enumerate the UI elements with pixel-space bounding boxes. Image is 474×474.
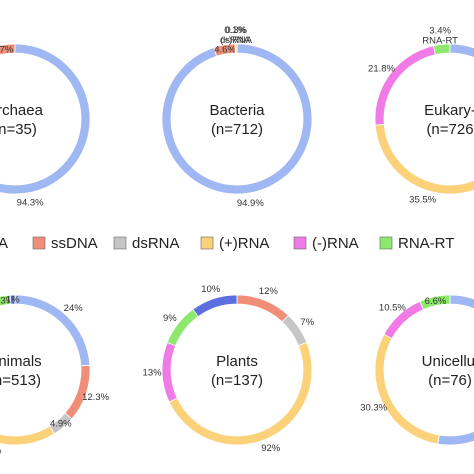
slice-label: 5.7%	[0, 45, 14, 56]
center-label-group: Plants	[216, 353, 258, 370]
slice-sublabel: RNA-RT	[422, 36, 458, 47]
legend-swatch	[113, 236, 127, 250]
slice-dsdna	[0, 43, 91, 195]
legend-swatch	[379, 236, 393, 250]
donut-chart-5: 12% 7% 92% 13% 9% 10% Plants (n=137)	[143, 284, 315, 454]
slice-label: 35.5%	[409, 194, 436, 205]
slice-label: 10.5%	[379, 302, 406, 313]
slice-label: 6.6%	[425, 296, 447, 307]
slice-rnart	[432, 43, 451, 56]
legend-label: dsRNA	[132, 235, 180, 252]
center-label-count: (n=35)	[0, 121, 37, 138]
legend-label: (+)RNA	[219, 235, 269, 252]
slice-negrna	[161, 341, 178, 403]
legend-label: ssDNA	[51, 235, 98, 252]
legend-swatch	[200, 236, 214, 250]
slice-rnart	[419, 294, 451, 311]
slice-label: 13%	[143, 368, 163, 379]
slice-dsdna	[161, 43, 313, 195]
slice-ssdna	[236, 294, 289, 323]
slice-label: 12.3%	[82, 392, 109, 403]
legend-item-dsrna: dsRNA	[113, 235, 180, 252]
legend-item-posrna: (+)RNA	[200, 235, 269, 252]
slice-label: 9%	[163, 313, 177, 324]
center-label-count: (n=137)	[211, 372, 263, 389]
slice-dsdna-rt	[9, 294, 16, 305]
slice-label: 27.9%	[0, 446, 2, 457]
slice-label: 7%	[300, 317, 314, 328]
slice-label: 4.9%	[50, 419, 72, 430]
center-label-count: (n=726	[426, 121, 473, 138]
center-label-count: (n=76)	[428, 372, 472, 389]
donut-chart-1: 94.3% 5.7% Archaea (n=35)	[0, 43, 91, 209]
legend-swatch	[32, 236, 46, 250]
slice-label: 1%	[6, 295, 20, 306]
donut-chart-3: 2.1%DNA-RT35.5%21.8%3.4%RNA-RTEukary-(n=…	[368, 26, 474, 205]
slice-label: 92%	[261, 443, 281, 454]
legend-item-negrna: (-)RNA	[293, 235, 359, 252]
slice-label: 94.9%	[237, 198, 264, 209]
slice-sublabel: dsRNA	[220, 35, 251, 46]
donut-chart-4: 24% 12.3% 4.9% 27.9% 3.3%1% Animals (n=513)	[0, 295, 110, 457]
center-label-group: Bacteria	[209, 102, 265, 119]
slice-label: 10%	[201, 284, 221, 295]
center-label-group: Animals	[0, 353, 42, 370]
slice-dsdna-rt	[192, 294, 238, 318]
center-label-group: Archaea	[0, 102, 44, 119]
slice-dsdna	[449, 43, 474, 59]
slice-label: 4.6%	[214, 45, 236, 56]
center-label-group: Unicellul	[422, 353, 474, 370]
center-label-count: (n=513)	[0, 372, 41, 389]
slice-posrna	[235, 43, 238, 54]
slice-ssdna	[0, 43, 16, 56]
slice-posrna	[0, 425, 55, 446]
slice-sublabel: (+)RNA	[220, 35, 253, 46]
legend-item-ssdna: ssDNA	[32, 235, 98, 252]
legend-swatch	[293, 236, 307, 250]
center-label-group: Eukary-	[424, 102, 474, 119]
legend-label: RNA-RT	[398, 235, 454, 252]
legend-cut-label: A	[0, 235, 8, 252]
legend-label: (-)RNA	[312, 235, 359, 252]
center-label-count: (n=712)	[211, 121, 263, 138]
donut-charts: 94.3%5.7%Archaea(n=35)94.9%4.6%0.1%dsRNA…	[0, 25, 474, 457]
legend-item-rnart: RNA-RT	[379, 235, 454, 252]
slice-label: 21.8%	[368, 64, 395, 75]
slice-label: 94.3%	[17, 198, 44, 209]
slice-label: 3.4%	[429, 26, 451, 37]
slice-dsdna	[437, 294, 474, 446]
slice-label: 12%	[259, 286, 279, 297]
slice-posrna	[374, 333, 440, 445]
slice-label: 30.3%	[360, 402, 387, 413]
slice-label: 24%	[64, 303, 84, 314]
donut-chart-6: 30.3% 10.5% 6.6% Unicellul (n=76)	[360, 294, 474, 446]
slice-label: 3.3%	[0, 295, 15, 306]
slice-label: 0.1%	[224, 25, 246, 36]
slice-label: 0.3%	[225, 25, 247, 36]
